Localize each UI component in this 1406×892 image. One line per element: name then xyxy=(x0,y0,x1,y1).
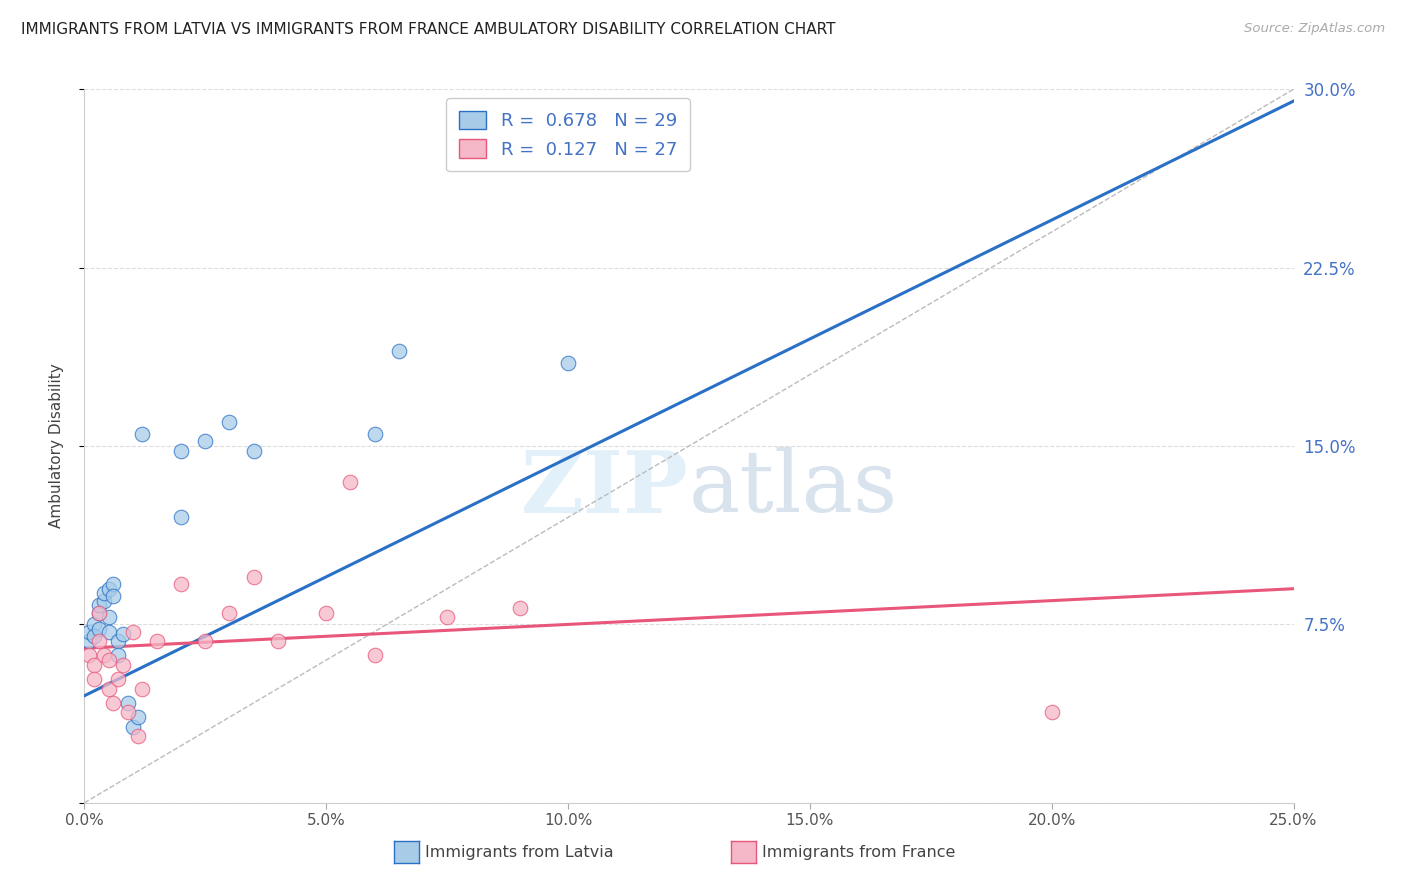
Point xyxy=(112,627,135,641)
Point xyxy=(107,648,129,663)
Point xyxy=(77,624,100,639)
Legend: R =  0.678   N = 29, R =  0.127   N = 27: R = 0.678 N = 29, R = 0.127 N = 27 xyxy=(447,98,689,171)
Y-axis label: Ambulatory Disability: Ambulatory Disability xyxy=(49,364,63,528)
Text: Source: ZipAtlas.com: Source: ZipAtlas.com xyxy=(1244,22,1385,36)
Point xyxy=(97,681,120,696)
Point xyxy=(127,710,149,724)
Point xyxy=(97,582,120,596)
Text: IMMIGRANTS FROM LATVIA VS IMMIGRANTS FROM FRANCE AMBULATORY DISABILITY CORRELATI: IMMIGRANTS FROM LATVIA VS IMMIGRANTS FRO… xyxy=(21,22,835,37)
Point xyxy=(267,634,290,648)
Point xyxy=(388,343,411,358)
Point xyxy=(315,606,337,620)
Point xyxy=(218,415,240,429)
Point xyxy=(121,720,143,734)
Point xyxy=(93,586,115,600)
Point xyxy=(339,475,361,489)
Point xyxy=(557,356,579,370)
Point xyxy=(218,606,240,620)
Point xyxy=(77,634,100,648)
Point xyxy=(97,653,120,667)
Point xyxy=(97,610,120,624)
Point xyxy=(242,570,264,584)
Point xyxy=(146,634,169,648)
Point xyxy=(77,648,100,663)
Point xyxy=(93,593,115,607)
Point xyxy=(83,617,105,632)
Point xyxy=(363,648,385,663)
Text: Immigrants from France: Immigrants from France xyxy=(762,846,956,860)
Point xyxy=(97,624,120,639)
Text: Immigrants from Latvia: Immigrants from Latvia xyxy=(425,846,613,860)
Point xyxy=(87,599,110,613)
Point xyxy=(112,657,135,672)
Point xyxy=(103,696,125,710)
Point xyxy=(194,634,217,648)
Point xyxy=(83,657,105,672)
Text: atlas: atlas xyxy=(689,447,898,531)
Point xyxy=(121,624,143,639)
Point xyxy=(363,427,385,442)
Point xyxy=(436,610,458,624)
Point xyxy=(242,443,264,458)
Point xyxy=(127,729,149,743)
Point xyxy=(1040,706,1063,720)
Point xyxy=(117,696,139,710)
Point xyxy=(170,577,193,591)
Point xyxy=(170,443,193,458)
Point xyxy=(117,706,139,720)
Point xyxy=(87,622,110,636)
Point xyxy=(107,672,129,686)
Point xyxy=(87,606,110,620)
Point xyxy=(103,589,125,603)
Text: ZIP: ZIP xyxy=(522,447,689,531)
Point xyxy=(93,648,115,663)
Point xyxy=(87,606,110,620)
Point xyxy=(170,510,193,524)
Point xyxy=(87,634,110,648)
Point xyxy=(194,434,217,449)
Point xyxy=(83,629,105,643)
Point xyxy=(509,600,531,615)
Point xyxy=(131,681,153,696)
Point xyxy=(83,672,105,686)
Point xyxy=(131,427,153,442)
Point xyxy=(103,577,125,591)
Point xyxy=(107,634,129,648)
